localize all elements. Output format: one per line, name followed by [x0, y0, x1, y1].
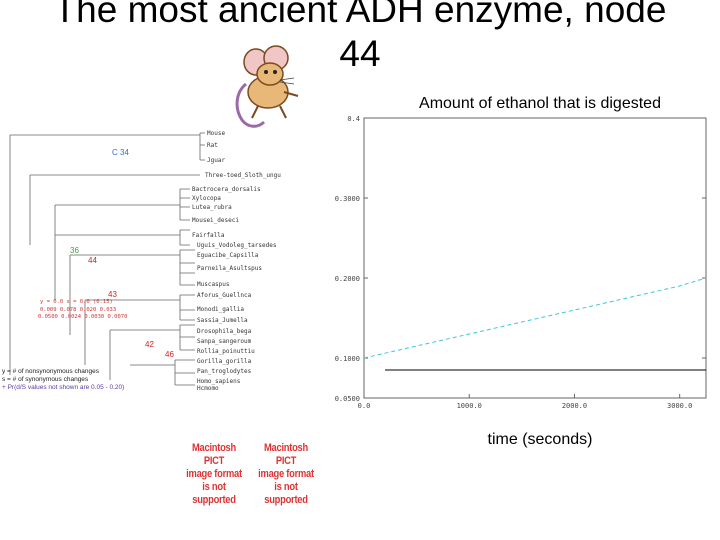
x-axis-ticks: 0.0 1000.0 2000.0 3000.0	[358, 394, 692, 410]
x-tick-label: 2000.0	[562, 402, 587, 410]
svg-text:+ Pr(d/S values not shown are: + Pr(d/S values not shown are 0.05 - 0.2…	[2, 384, 124, 391]
tree-leaf: Mousei_deseci	[192, 217, 239, 224]
series-line	[363, 277, 707, 359]
tree-leaf: Eguacibe_Capsilla	[197, 252, 259, 259]
y-tick-label: 0.1000	[335, 355, 360, 363]
tree-leaf: Jguar	[207, 157, 225, 164]
mouse-illustration	[235, 45, 299, 128]
y-tick-label: 0.2000	[335, 275, 360, 283]
tree-legend: y = # of nonsynonymous changes s = # of …	[2, 368, 124, 391]
y-tick-label: 0.0500	[335, 395, 360, 403]
chart-caption: Amount of ethanol that is digested	[419, 95, 661, 112]
tree-leaf: Hcmomo	[197, 385, 219, 392]
tree-leaf: Pan_troglodytes	[197, 368, 252, 375]
tree-leaf: Parneila_Asultspus	[197, 265, 262, 272]
y-tick-label: 0.4	[347, 115, 360, 123]
tree-leaf: Uguis_Vodoleg_tarsedes	[197, 242, 277, 249]
chart-x-caption: time (seconds)	[487, 431, 593, 448]
node-label: 42	[145, 340, 154, 349]
svg-text:y = # of nonsynonymous changes: y = # of nonsynonymous changes	[2, 368, 100, 375]
tree-leaf: Muscaspus	[197, 281, 230, 288]
chart-series	[363, 277, 707, 371]
tree-leaf: Bactrocera_dorsalis	[192, 186, 261, 193]
y-axis-ticks: 0.0500 0.1000 0.2000 0.3000 0.4	[335, 115, 706, 403]
svg-text:y = 0.0 s = 0.0 (0.15): y = 0.0 s = 0.0 (0.15)	[40, 299, 113, 305]
node-label: 46	[165, 350, 174, 359]
tree-leaf: Sassia_Jumella	[197, 317, 248, 324]
svg-text:0.0500 0.0024 0.0030 0.0070: 0.0500 0.0024 0.0030 0.0070	[38, 314, 127, 320]
tree-leaf: Aforus_Guellnca	[197, 292, 252, 299]
svg-text:0.009 0.078 0.020 0.033: 0.009 0.078 0.020 0.033	[40, 307, 116, 313]
slide-title: The most ancient ADH enzyme, node 44	[0, 0, 720, 76]
node-label: 43	[108, 290, 117, 299]
plot-frame	[363, 117, 707, 399]
ethanol-chart: 0.0500 0.1000 0.2000 0.3000 0.4 0.0 1000.0 200…	[335, 115, 707, 410]
tree-leaf: Lutea_rubra	[192, 204, 232, 211]
tree-leaf: Rat	[207, 142, 218, 149]
phylogenetic-tree: Mouse Rat Jguar Three-toed_Sloth_ungu Ba…	[2, 130, 281, 392]
tree-leaf: Gorilla_gorilla	[197, 358, 252, 365]
node-label: C 34	[112, 148, 129, 157]
tree-red-annotations: y = 0.0 s = 0.0 (0.15) 0.009 0.078 0.020…	[38, 299, 127, 320]
x-tick-label: 0.0	[358, 402, 371, 410]
tree-leaf: Fairfalla	[192, 232, 225, 239]
tree-leaf: Monodi_gallia	[197, 306, 244, 313]
x-tick-label: 3000.0	[667, 402, 692, 410]
svg-text:s = # of synonymous changes: s = # of synonymous changes	[2, 376, 89, 383]
unsupported-image-placeholder: Macintosh PICT image format is not suppo…	[258, 442, 314, 506]
tree-leaf-labels: Mouse Rat Jguar Three-toed_Sloth_ungu Ba…	[192, 130, 281, 392]
tree-leaf: Sanpa_sangeroum	[197, 338, 252, 345]
tree-leaf: Xylocopa	[192, 195, 221, 202]
x-tick-label: 1000.0	[457, 402, 482, 410]
tree-leaf: Mouse	[207, 130, 225, 137]
tree-leaf: Three-toed_Sloth_ungu	[205, 172, 281, 179]
tree-leaf: Rollia_poinuttiu	[197, 348, 255, 355]
node-label: 44	[88, 256, 97, 265]
unsupported-image-placeholder: Macintosh PICT image format is not suppo…	[186, 442, 242, 506]
node-label: 36	[70, 246, 79, 255]
tree-leaf: Drosophila_bega	[197, 328, 252, 335]
slide-title-line1: The most ancient ADH enzyme, node	[53, 0, 667, 30]
tree-leaf: Homo_sapiens	[197, 378, 241, 385]
y-tick-label: 0.3000	[335, 195, 360, 203]
tree-node-labels: 44 43 42 C 34 36 46	[70, 148, 174, 359]
slide-title-line2: 44	[339, 33, 381, 74]
